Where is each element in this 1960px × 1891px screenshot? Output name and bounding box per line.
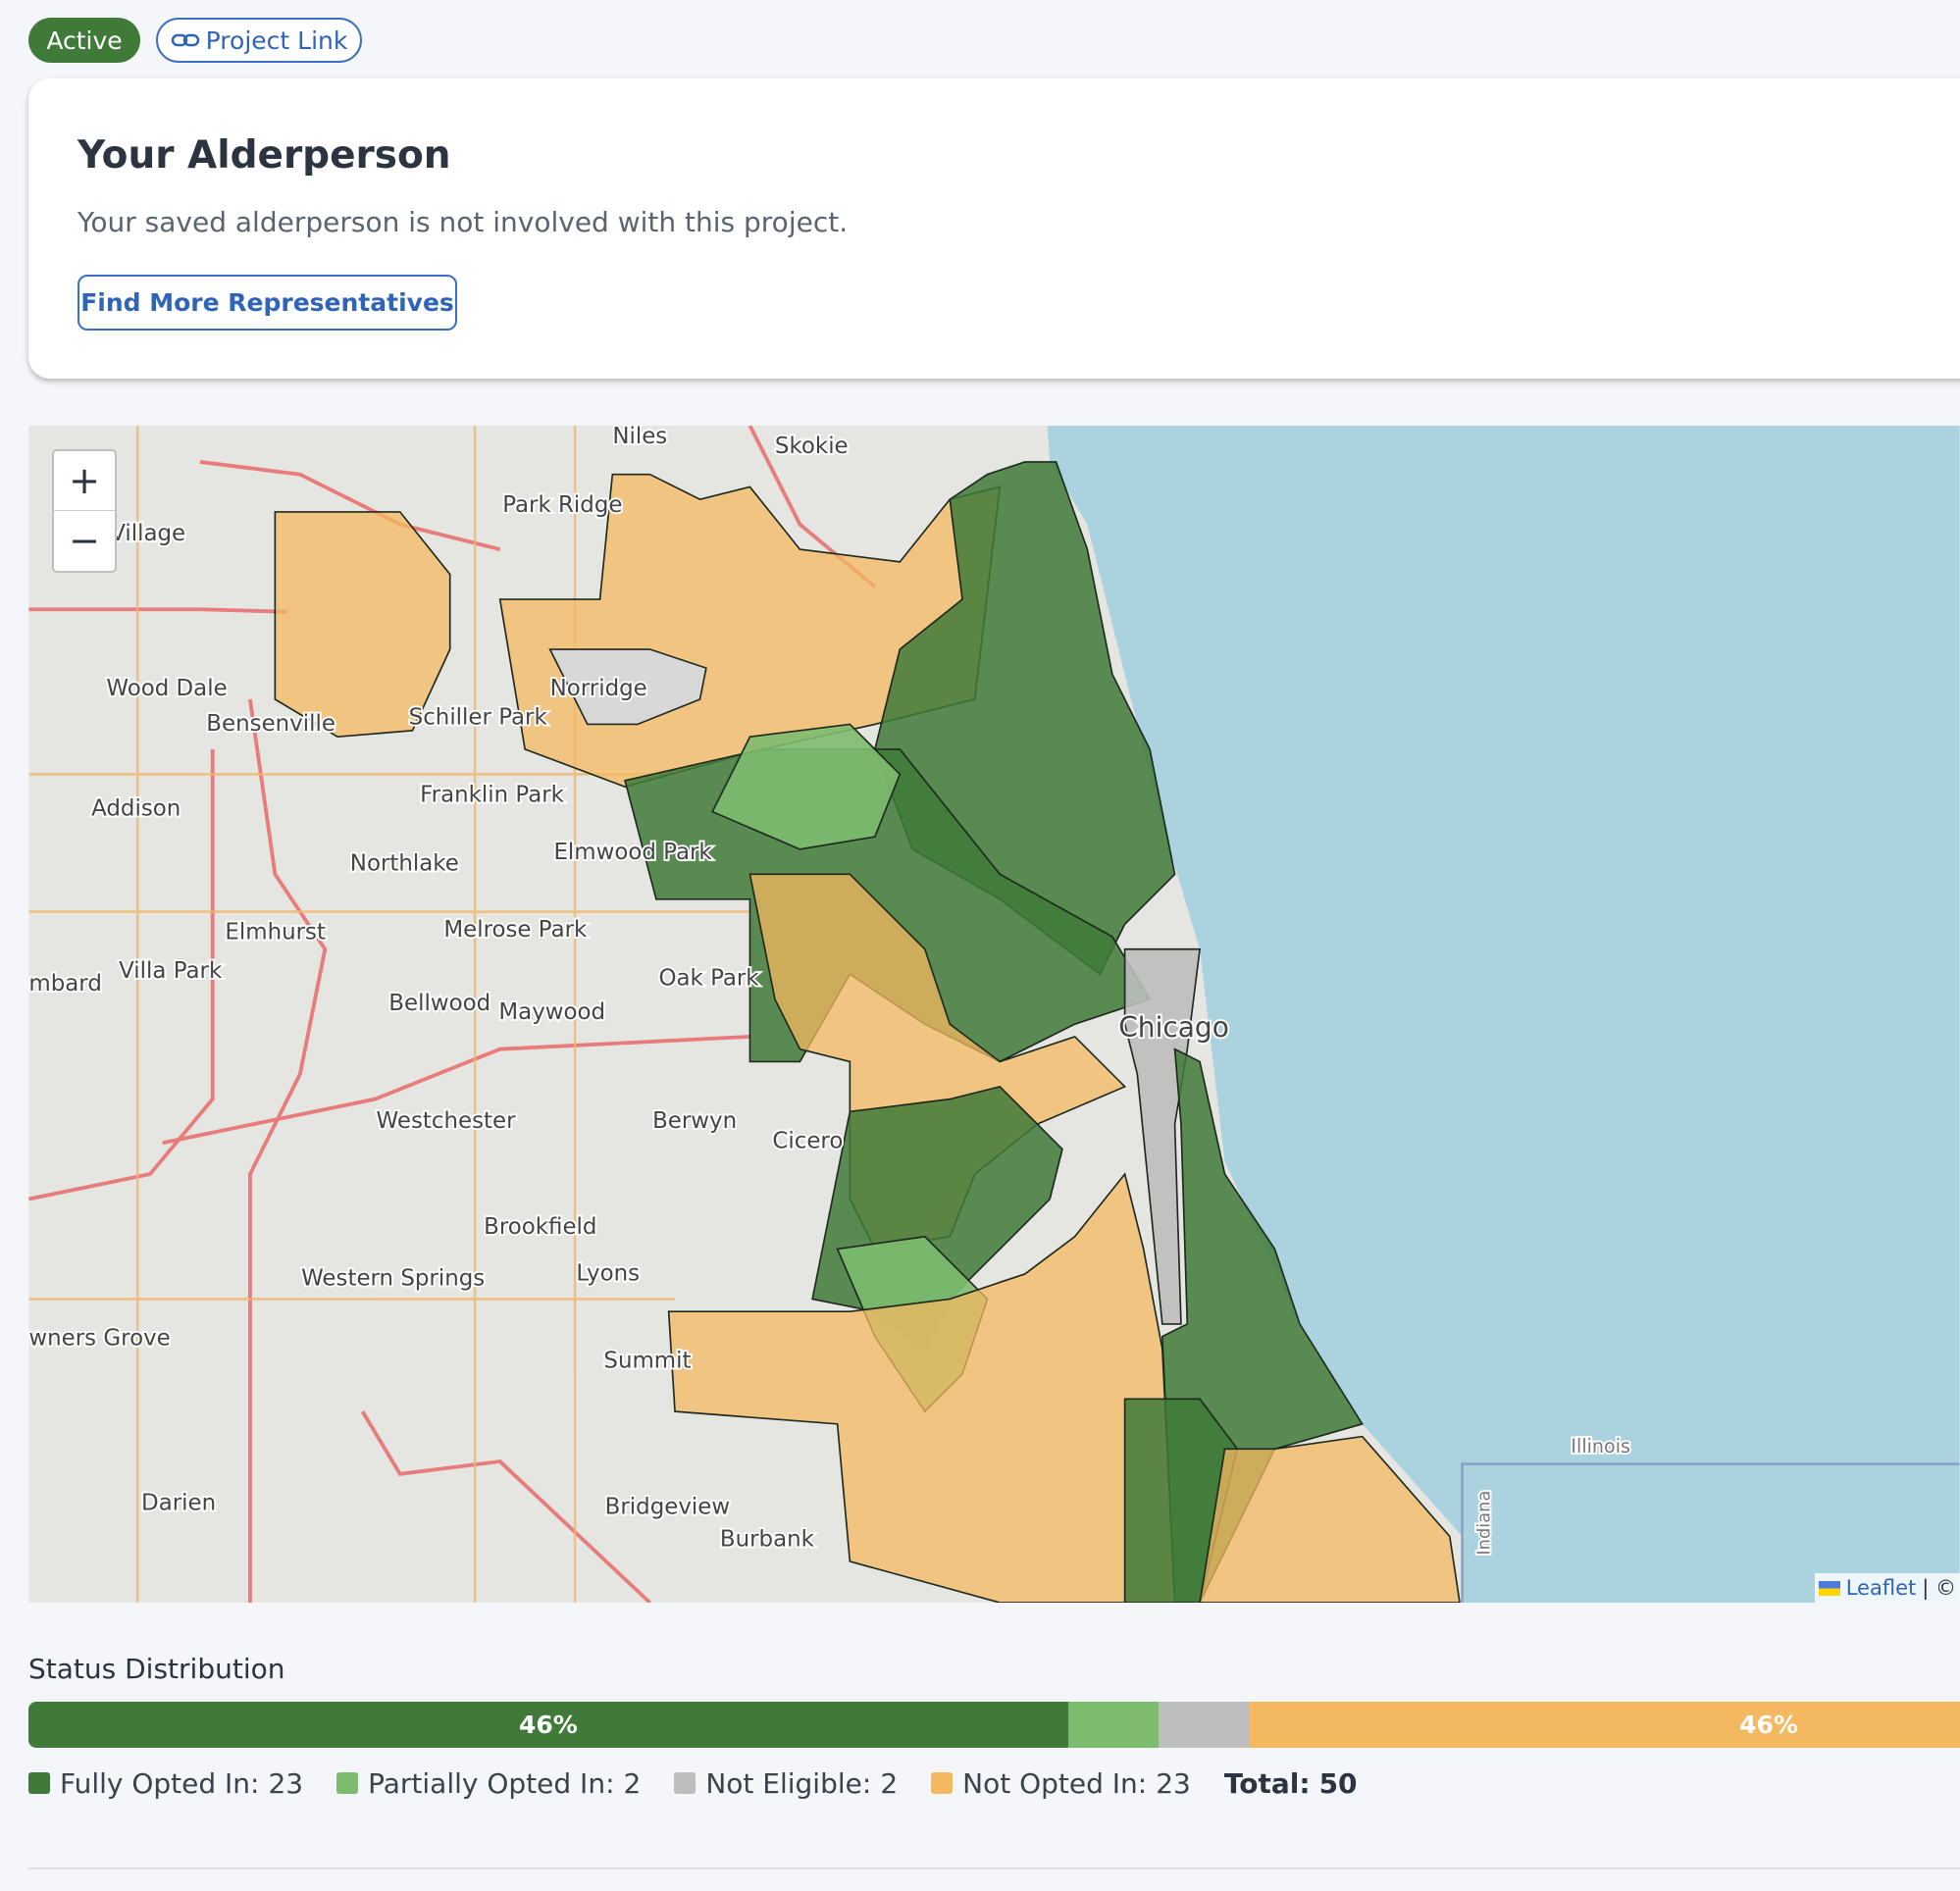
map-label: Darien bbox=[141, 1491, 216, 1516]
map[interactable]: Niles Skokie Park Ridge Village Wood Dal… bbox=[28, 426, 1960, 1603]
project-link[interactable]: Project Link bbox=[156, 18, 362, 63]
status-legend: Fully Opted In: 23 Partially Opted In: 2 Not… bbox=[28, 1762, 1358, 1805]
legend-item: Fully Opted In: 23 bbox=[28, 1767, 303, 1800]
map-label: Schiller Park bbox=[409, 704, 548, 730]
legend-count: 23 bbox=[268, 1766, 304, 1800]
legend-count: 2 bbox=[880, 1766, 899, 1800]
alderperson-card: Your Alderperson Your saved alderperson … bbox=[28, 78, 1960, 379]
map-label: Burbank bbox=[720, 1527, 815, 1553]
legend-swatch bbox=[28, 1772, 50, 1794]
state-border bbox=[1461, 1462, 1960, 1603]
zoom-control: + − bbox=[52, 449, 117, 573]
segment-label: 46% bbox=[1739, 1711, 1798, 1739]
map-label: Bensenville bbox=[206, 711, 335, 737]
legend-name: Not Eligible: bbox=[705, 1766, 872, 1800]
leaflet-link[interactable]: Leaflet bbox=[1845, 1576, 1917, 1600]
status-badge: Active bbox=[28, 18, 140, 63]
legend-name: Fully Opted In: bbox=[60, 1766, 260, 1800]
map-label: Illinois bbox=[1571, 1435, 1630, 1457]
map-canvas: Niles Skokie Park Ridge Village Wood Dal… bbox=[28, 426, 1960, 1603]
legend-swatch bbox=[931, 1772, 954, 1794]
map-label: wners Grove bbox=[28, 1326, 170, 1352]
map-label: Indiana bbox=[1474, 1491, 1495, 1556]
legend-item: Not Opted In: 23 bbox=[931, 1767, 1191, 1800]
map-label: Northlake bbox=[350, 851, 459, 877]
legend-swatch bbox=[674, 1772, 696, 1794]
roads bbox=[28, 426, 877, 1603]
streets bbox=[28, 426, 750, 1603]
map-label: Western Springs bbox=[301, 1265, 485, 1291]
status-segment bbox=[1159, 1702, 1250, 1748]
legend-item: Not Eligible: 2 bbox=[674, 1767, 898, 1800]
wards bbox=[274, 461, 1461, 1603]
map-label: Villa Park bbox=[119, 958, 223, 984]
status-title: Status Distribution bbox=[28, 1653, 285, 1685]
legend-total: Total: 50 bbox=[1224, 1767, 1358, 1800]
map-label: Maywood bbox=[498, 999, 605, 1025]
map-label: Franklin Park bbox=[420, 782, 565, 807]
map-label: Berwyn bbox=[652, 1108, 737, 1134]
map-label: Westchester bbox=[377, 1108, 517, 1134]
card-title: Your Alderperson bbox=[77, 133, 451, 178]
total-label: Total: bbox=[1223, 1766, 1311, 1800]
flag-icon bbox=[1818, 1580, 1840, 1596]
map-label: Bellwood bbox=[388, 991, 490, 1016]
attribution-more: | © bbox=[1922, 1576, 1956, 1600]
map-label: Oak Park bbox=[658, 966, 759, 992]
map-label: Niles bbox=[612, 426, 667, 449]
map-label: Skokie bbox=[775, 434, 849, 459]
map-label: Park Ridge bbox=[502, 492, 622, 518]
map-label: Village bbox=[110, 521, 185, 546]
map-label: Summit bbox=[603, 1349, 691, 1374]
segment-label: 46% bbox=[518, 1711, 578, 1739]
map-label: Lyons bbox=[576, 1260, 640, 1286]
attribution: Leaflet | © bbox=[1814, 1573, 1960, 1603]
legend-count: 2 bbox=[623, 1766, 642, 1800]
legend-name: Not Opted In: bbox=[962, 1766, 1148, 1800]
map-label: Chicago bbox=[1118, 1011, 1229, 1044]
link-icon bbox=[171, 33, 199, 47]
legend-count: 23 bbox=[1156, 1766, 1191, 1800]
project-link-text: Project Link bbox=[205, 26, 348, 55]
map-label: Elmhurst bbox=[225, 920, 326, 946]
status-bar: 46% 46% bbox=[28, 1702, 1960, 1748]
legend-swatch bbox=[336, 1772, 359, 1794]
map-label: Cicero bbox=[772, 1128, 843, 1153]
map-label: Wood Dale bbox=[106, 676, 227, 701]
zoom-in[interactable]: + bbox=[54, 451, 115, 511]
map-label: Brookfield bbox=[484, 1214, 596, 1240]
divider bbox=[28, 1867, 1960, 1869]
lake bbox=[1047, 426, 1960, 1603]
total-value: 50 bbox=[1318, 1766, 1358, 1800]
zoom-out[interactable]: − bbox=[69, 519, 100, 562]
status-badge-text: Active bbox=[46, 26, 123, 55]
status-segment bbox=[1067, 1702, 1159, 1748]
map-label: mbard bbox=[28, 971, 101, 997]
map-label: Norridge bbox=[550, 676, 647, 701]
map-label: Addison bbox=[91, 795, 181, 821]
card-text: Your saved alderperson is not involved w… bbox=[77, 206, 849, 238]
legend-item: Partially Opted In: 2 bbox=[336, 1767, 641, 1800]
map-label: Bridgeview bbox=[605, 1495, 730, 1520]
map-label: Melrose Park bbox=[443, 917, 588, 943]
status-segment: 46% bbox=[1249, 1702, 1960, 1748]
map-label: Elmwood Park bbox=[553, 840, 712, 865]
legend-name: Partially Opted In: bbox=[368, 1766, 615, 1800]
status-segment: 46% bbox=[28, 1702, 1068, 1748]
find-representatives-button[interactable]: Find More Representatives bbox=[77, 275, 457, 331]
